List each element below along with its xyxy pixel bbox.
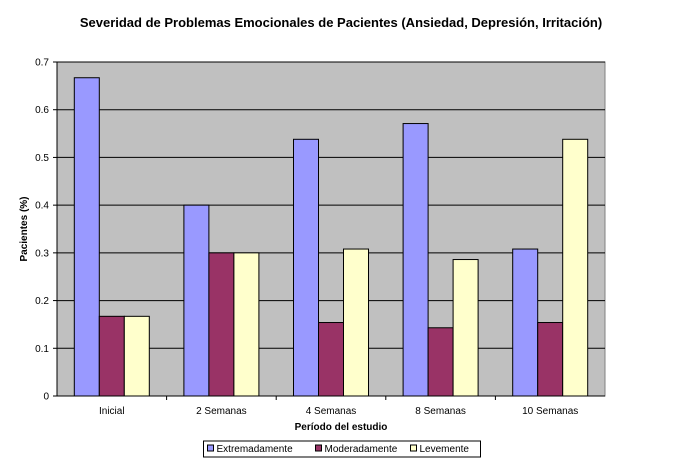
legend: Extremadamente Moderadamente Levemente bbox=[203, 440, 481, 458]
bar-moderadamente bbox=[427, 327, 454, 397]
legend-swatch bbox=[410, 444, 417, 452]
bar-extremadamente bbox=[402, 123, 429, 397]
bar-extremadamente bbox=[512, 248, 539, 397]
y-tick-label: 0.4 bbox=[35, 201, 49, 212]
bar-moderadamente bbox=[208, 252, 235, 397]
bar-levemente bbox=[233, 252, 260, 397]
y-tick-label: 0.2 bbox=[35, 296, 49, 307]
y-tick-label: 0.1 bbox=[35, 344, 49, 355]
axes bbox=[56, 62, 605, 397]
y-tick-label: 0.3 bbox=[35, 248, 49, 259]
legend-label: Levemente bbox=[420, 444, 470, 455]
legend-swatch bbox=[207, 444, 214, 452]
bar-extremadamente bbox=[183, 204, 210, 397]
x-tick-label: 4 Semanas bbox=[306, 406, 357, 417]
bar-levemente bbox=[343, 248, 369, 397]
y-tick-label: 0 bbox=[43, 392, 49, 403]
legend-label: Extremadamente bbox=[217, 444, 294, 455]
bar-moderadamente bbox=[98, 315, 125, 397]
y-tick-labels: 0 0.1 0.2 0.3 0.4 0.5 0.6 0.7 bbox=[35, 58, 57, 403]
y-tick-label: 0.5 bbox=[35, 153, 49, 164]
y-axis-title: Pacientes (%) bbox=[19, 196, 30, 261]
x-tick-labels: Inicial 2 Semanas 4 Semanas 8 Semanas 10 Sem… bbox=[99, 396, 578, 417]
bar-levemente bbox=[452, 259, 479, 397]
bar-extremadamente bbox=[293, 138, 319, 397]
x-tick-label: Inicial bbox=[99, 406, 125, 417]
bar-extremadamente bbox=[73, 77, 100, 397]
legend-swatch bbox=[315, 444, 322, 452]
chart-title: Severidad de Problemas Emocionales de Pa… bbox=[80, 15, 602, 30]
bar-levemente bbox=[562, 138, 589, 397]
y-tick-label: 0.6 bbox=[35, 105, 49, 116]
x-axis-title: Período del estudio bbox=[295, 422, 388, 433]
x-tick-label: 8 Semanas bbox=[415, 406, 466, 417]
bar-moderadamente bbox=[318, 322, 344, 397]
bar-moderadamente bbox=[537, 322, 564, 397]
bars bbox=[73, 77, 589, 397]
bar-levemente bbox=[123, 315, 150, 397]
y-tick-label: 0.7 bbox=[35, 58, 49, 69]
legend-label: Moderadamente bbox=[325, 444, 398, 455]
x-tick-label: 2 Semanas bbox=[196, 406, 247, 417]
x-tick-label: 10 Semanas bbox=[522, 406, 578, 417]
